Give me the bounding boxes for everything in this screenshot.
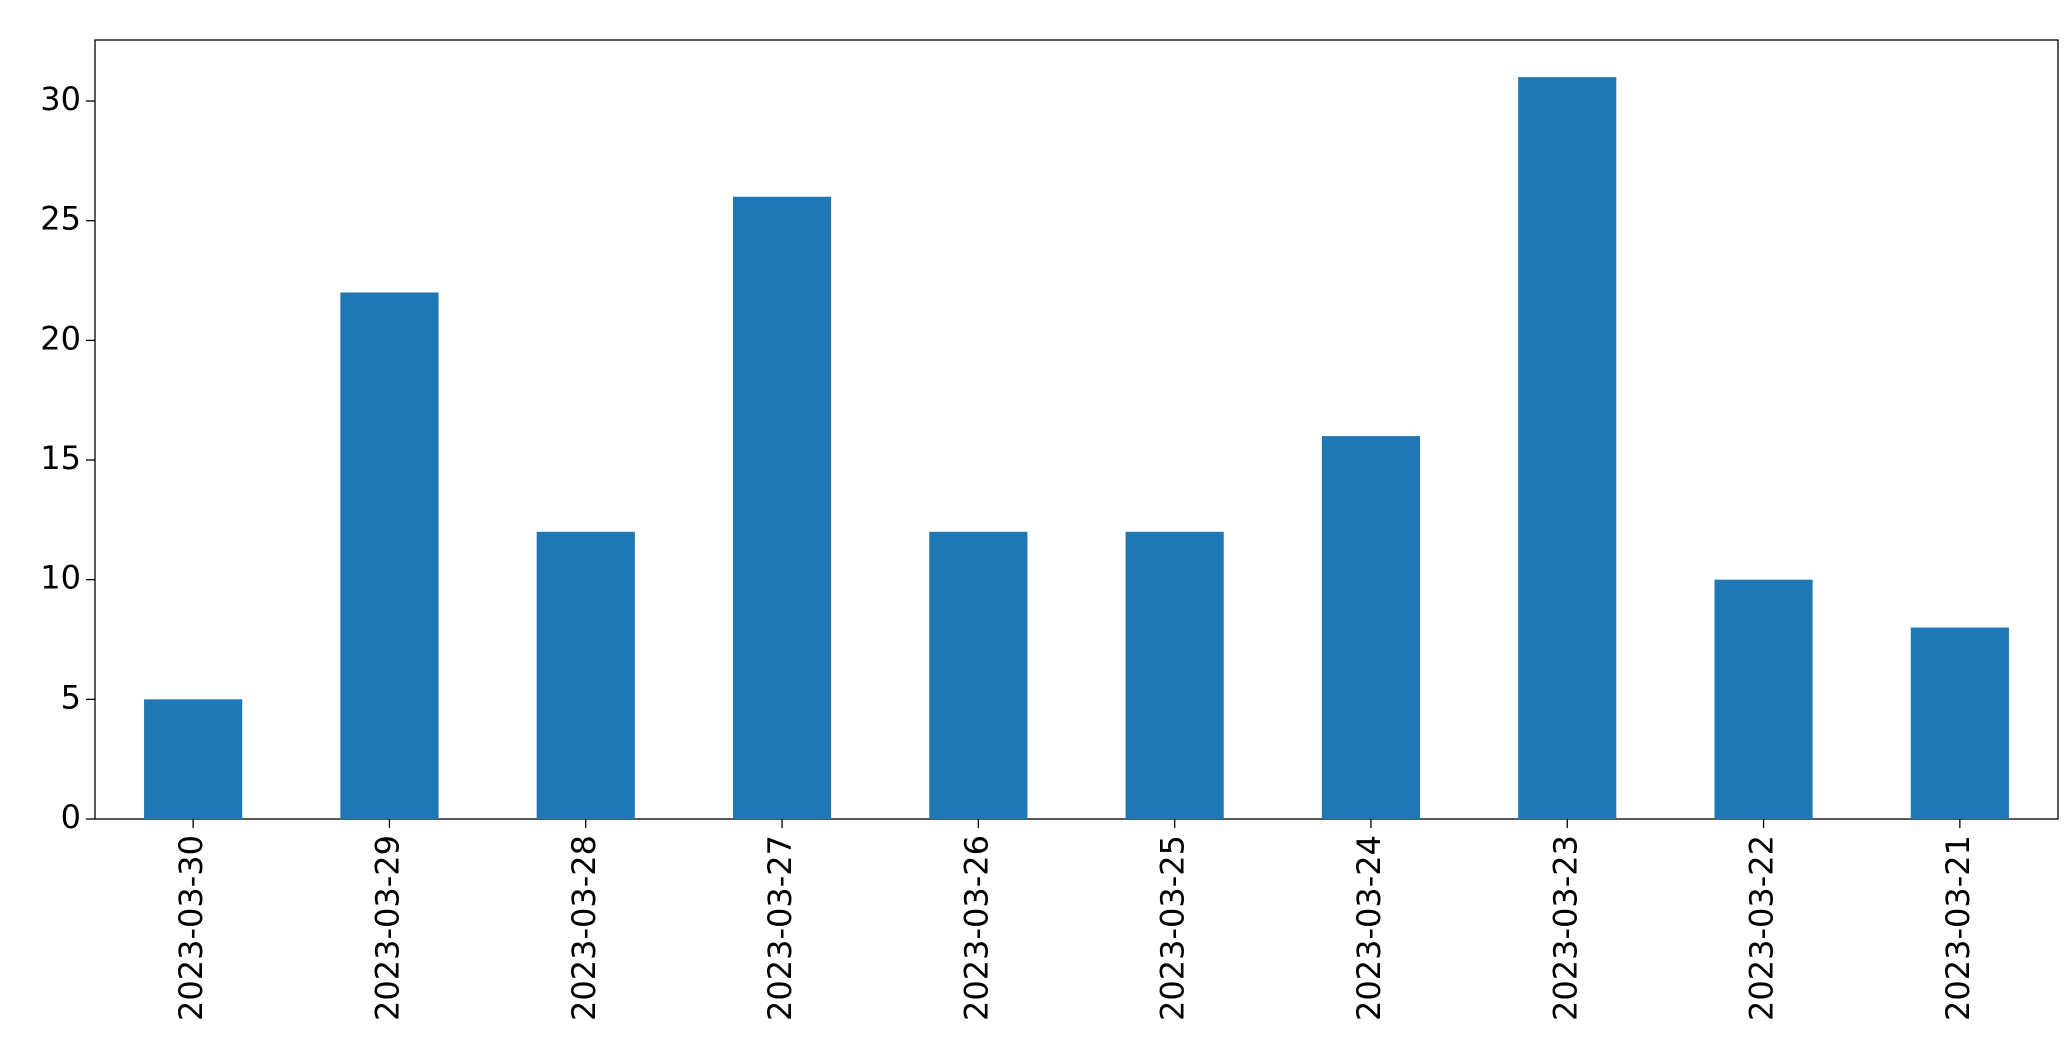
bar: [1518, 77, 1617, 820]
bar: [1321, 436, 1421, 819]
x-tick-label: 2023-03-29: [368, 835, 406, 1021]
y-tick-label: 10: [40, 559, 81, 597]
bar: [732, 196, 832, 819]
y-tick-label: 5: [61, 678, 81, 716]
bar: [340, 292, 439, 819]
x-tick-label: 2023-03-24: [1350, 835, 1388, 1021]
bar: [1714, 579, 1813, 819]
bar: [144, 699, 243, 819]
x-tick-label: 2023-03-28: [565, 835, 603, 1021]
x-tick-label: 2023-03-27: [761, 835, 799, 1021]
x-tick-label: 2023-03-23: [1546, 835, 1584, 1021]
y-tick-label: 30: [40, 80, 81, 118]
x-tick-label: 2023-03-30: [172, 835, 210, 1021]
bar: [1125, 531, 1224, 819]
x-tick-label: 2023-03-21: [1939, 835, 1977, 1021]
x-tick-label: 2023-03-25: [1154, 835, 1192, 1021]
plot-frame: [94, 39, 2059, 820]
y-tick-label: 0: [61, 798, 81, 836]
bar: [1910, 627, 2009, 819]
y-tick-label: 20: [40, 319, 81, 357]
bar: [536, 531, 635, 819]
y-tick-label: 15: [40, 439, 81, 477]
bar: [929, 531, 1028, 819]
y-tick-label: 25: [40, 200, 81, 238]
x-tick-label: 2023-03-26: [957, 835, 995, 1021]
x-tick-label: 2023-03-22: [1743, 835, 1781, 1021]
